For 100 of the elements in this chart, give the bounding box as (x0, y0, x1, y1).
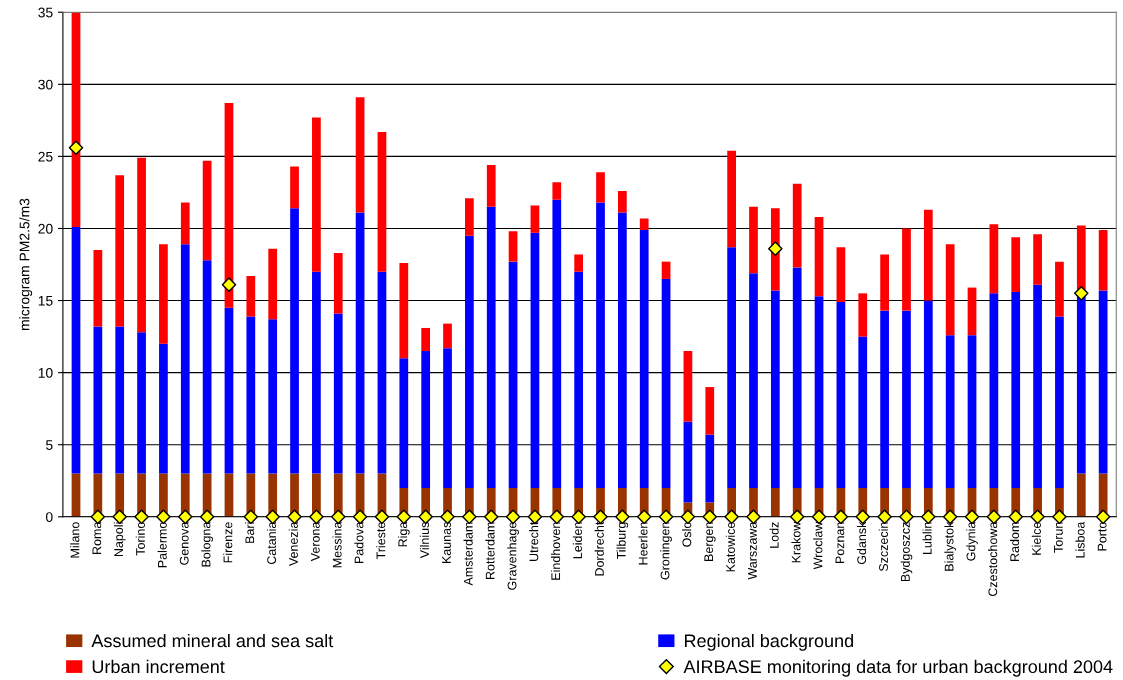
x-tick-label: Messina (332, 521, 342, 568)
x-tick-label: Bari (245, 522, 255, 543)
y-tick-label: 10 (38, 367, 53, 378)
bar (574, 254, 584, 272)
bar (1098, 229, 1108, 291)
bar (880, 254, 889, 311)
x-tick-label: Dordrecht (594, 521, 604, 576)
legend-label: AIRBASE monitoring data for urban background 2004 (683, 659, 1113, 677)
bar (705, 387, 715, 435)
bar (71, 227, 81, 474)
x-tick-label: Warszawa (748, 521, 757, 580)
bar (683, 421, 693, 503)
bar (268, 319, 278, 474)
bar (639, 229, 649, 488)
bar (770, 487, 780, 517)
x-tick-label: Kaunas (442, 522, 451, 564)
y-tick-label: 25 (38, 151, 53, 162)
bar (443, 348, 452, 488)
bar (377, 131, 387, 272)
bar (115, 175, 125, 327)
bar (137, 157, 146, 333)
bar (224, 307, 234, 474)
bar (508, 261, 518, 488)
x-tick-label: Catania (266, 521, 277, 565)
x-tick-label: Lisboa (1075, 521, 1085, 558)
x-tick-label: Bialystok (944, 521, 956, 571)
bar (268, 248, 278, 320)
bar (902, 228, 911, 311)
x-tick-label: Lodz (769, 522, 779, 548)
bar (1011, 237, 1021, 292)
bar (508, 231, 518, 262)
bar (749, 273, 758, 488)
x-tick-label: Riga (397, 521, 410, 547)
bar (290, 208, 299, 474)
x-tick-label: Milano (70, 522, 80, 558)
x-tick-label: Eindhoven (550, 522, 561, 580)
x-tick-label: Katowice (725, 522, 735, 572)
bar (399, 263, 409, 359)
point (768, 241, 783, 256)
x-tick-label: Radom (1009, 522, 1020, 561)
y-tick-label: 20 (38, 223, 53, 234)
bar (880, 310, 889, 488)
bar (159, 343, 168, 474)
x-tick-label: Rotterdam (485, 522, 495, 579)
bar (727, 150, 736, 248)
bar (858, 293, 868, 337)
bar (923, 300, 933, 488)
bar (333, 252, 343, 314)
bar (989, 293, 999, 488)
bar (180, 202, 190, 245)
bar (93, 326, 103, 474)
bar (923, 209, 933, 301)
bar (93, 250, 103, 327)
x-tick-label: Amsterdam (463, 522, 473, 586)
x-tick-label: Krakow (791, 521, 801, 563)
bar (617, 212, 627, 488)
bar (399, 358, 409, 488)
x-tick-label: Leiden (572, 522, 582, 559)
bar (465, 235, 474, 488)
point (221, 277, 237, 292)
bar (137, 332, 146, 474)
x-tick-label: Poznan (835, 522, 845, 564)
bar (377, 271, 387, 474)
point (1074, 286, 1089, 301)
bar (836, 247, 846, 302)
x-tick-label: Porto (1097, 522, 1107, 551)
x-tick-label: Genova (179, 521, 189, 565)
y-tick-label: 5 (46, 440, 53, 450)
bar (355, 97, 365, 213)
bar (552, 182, 562, 200)
bar (486, 206, 496, 488)
x-tick-label: Palermo (157, 522, 167, 568)
bar (312, 271, 321, 474)
bar (202, 160, 212, 261)
bar (333, 313, 343, 474)
x-tick-label: Gdansk (856, 521, 867, 565)
x-tick-label: Roma (92, 521, 102, 554)
bar (443, 323, 452, 349)
bar (421, 327, 431, 352)
bar (945, 335, 955, 488)
bar (967, 335, 977, 488)
x-tick-label: Utrecht (529, 521, 539, 561)
x-tick-label: Torino (135, 522, 145, 556)
bar (1055, 316, 1064, 488)
bar (421, 351, 431, 488)
legend-label: Regional background (684, 633, 853, 651)
bar (180, 244, 190, 474)
x-tick-label: Bologna (201, 521, 213, 567)
bar (814, 296, 824, 488)
bar (290, 166, 299, 209)
bar (792, 267, 802, 488)
x-tick-label: Bergen (704, 522, 716, 561)
bar (1033, 284, 1042, 488)
x-tick-label: Lublin (922, 522, 932, 554)
x-tick-label: Groningen (660, 522, 672, 580)
bar (574, 271, 584, 488)
x-tick-label: Czestochowa (988, 521, 998, 597)
y-tick-label: 35 (38, 7, 53, 18)
bar (115, 326, 125, 474)
x-tick-label: Padova (354, 521, 364, 564)
